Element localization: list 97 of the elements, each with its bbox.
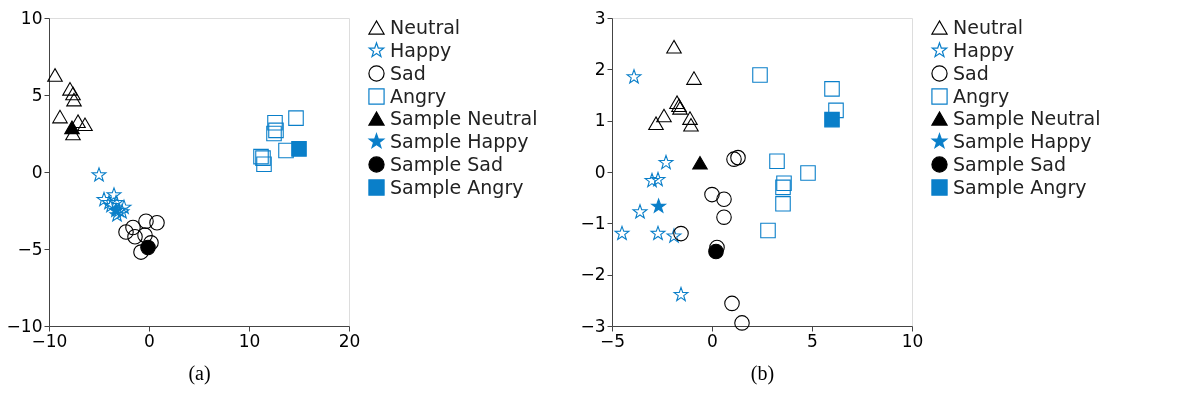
x-tick-label: 0 <box>144 330 155 351</box>
point <box>291 141 307 157</box>
y-tick-label: 5 <box>31 84 43 105</box>
point <box>116 199 132 214</box>
point <box>106 187 122 202</box>
point <box>626 69 642 84</box>
point <box>726 151 742 167</box>
point <box>724 295 740 312</box>
point <box>708 243 724 260</box>
point <box>288 110 304 126</box>
legend-label: Happy <box>390 38 452 61</box>
point <box>775 179 791 196</box>
legend-label: Sample Angry <box>390 175 524 198</box>
point <box>800 165 816 181</box>
point <box>149 215 165 231</box>
point <box>775 196 791 212</box>
legend-label: Sample Neutral <box>390 106 538 129</box>
point <box>138 213 154 230</box>
point <box>692 155 708 170</box>
point <box>769 153 785 170</box>
legend-label: Sample Angry <box>953 175 1087 198</box>
point <box>752 67 768 83</box>
point <box>650 171 666 187</box>
legend-label: Sample Sad <box>390 152 504 175</box>
x-tick-label: 5 <box>807 330 818 351</box>
legend-label: Sample Happy <box>953 129 1092 152</box>
legend-label: Sad <box>390 61 426 84</box>
legend-label: Angry <box>390 84 447 107</box>
y-tick-label: −3 <box>580 315 606 336</box>
x-tick-label: 20 <box>338 330 361 351</box>
point <box>776 175 792 192</box>
point <box>278 142 294 159</box>
point <box>656 108 672 123</box>
legend-label: Neutral <box>390 15 461 38</box>
point <box>614 225 630 241</box>
legend-label: Sample Happy <box>390 129 529 152</box>
y-tick-label: −1 <box>580 212 606 233</box>
point <box>127 228 143 245</box>
point <box>66 92 82 107</box>
point <box>125 219 141 236</box>
point <box>143 235 159 251</box>
point <box>118 224 134 240</box>
y-tick-label: 3 <box>594 7 606 28</box>
point <box>65 86 81 101</box>
legend-label: Sample Sad <box>953 152 1067 175</box>
point <box>96 191 112 207</box>
y-tick-label: 0 <box>31 161 43 182</box>
y-tick-label: −2 <box>580 264 606 285</box>
point <box>673 286 689 302</box>
point <box>137 227 153 243</box>
point <box>133 244 149 260</box>
point <box>666 39 682 54</box>
point <box>716 209 732 225</box>
point <box>673 225 689 242</box>
point <box>686 71 702 85</box>
point <box>683 117 699 132</box>
point <box>632 204 648 219</box>
point <box>824 81 840 97</box>
point <box>734 315 750 331</box>
point <box>682 111 698 125</box>
point <box>824 111 840 128</box>
point <box>62 82 78 96</box>
point <box>658 154 674 170</box>
legend-label: Neutral <box>953 15 1024 38</box>
point <box>704 186 720 203</box>
y-tick-label: 2 <box>594 58 606 79</box>
x-tick-label: 10 <box>238 330 261 351</box>
point <box>648 116 664 131</box>
point <box>91 167 107 182</box>
point <box>64 120 80 135</box>
y-tick-label: −10 <box>6 315 43 336</box>
point <box>52 109 68 124</box>
point <box>267 114 283 131</box>
legend-label: Happy <box>953 38 1015 61</box>
point <box>828 102 844 119</box>
point <box>256 156 272 173</box>
x-axis-title: (b) <box>750 361 775 385</box>
point <box>140 239 156 256</box>
point <box>730 149 746 166</box>
point <box>77 117 93 132</box>
point <box>650 225 666 241</box>
y-tick-label: −5 <box>17 238 43 259</box>
point <box>47 68 63 82</box>
x-axis-title: (a) <box>188 361 211 385</box>
point <box>666 228 682 243</box>
point <box>716 191 732 207</box>
legend-label: Sad <box>953 61 989 84</box>
point <box>760 222 776 239</box>
legend-label: Sample Neutral <box>953 106 1101 129</box>
x-tick-label: 10 <box>901 330 924 351</box>
point <box>644 172 660 188</box>
point <box>651 198 667 213</box>
legend-label: Angry <box>953 84 1010 107</box>
x-tick-label: 0 <box>707 330 718 351</box>
y-tick-label: 10 <box>20 7 43 28</box>
y-tick-label: 0 <box>594 161 606 182</box>
y-tick-label: 1 <box>594 110 606 131</box>
